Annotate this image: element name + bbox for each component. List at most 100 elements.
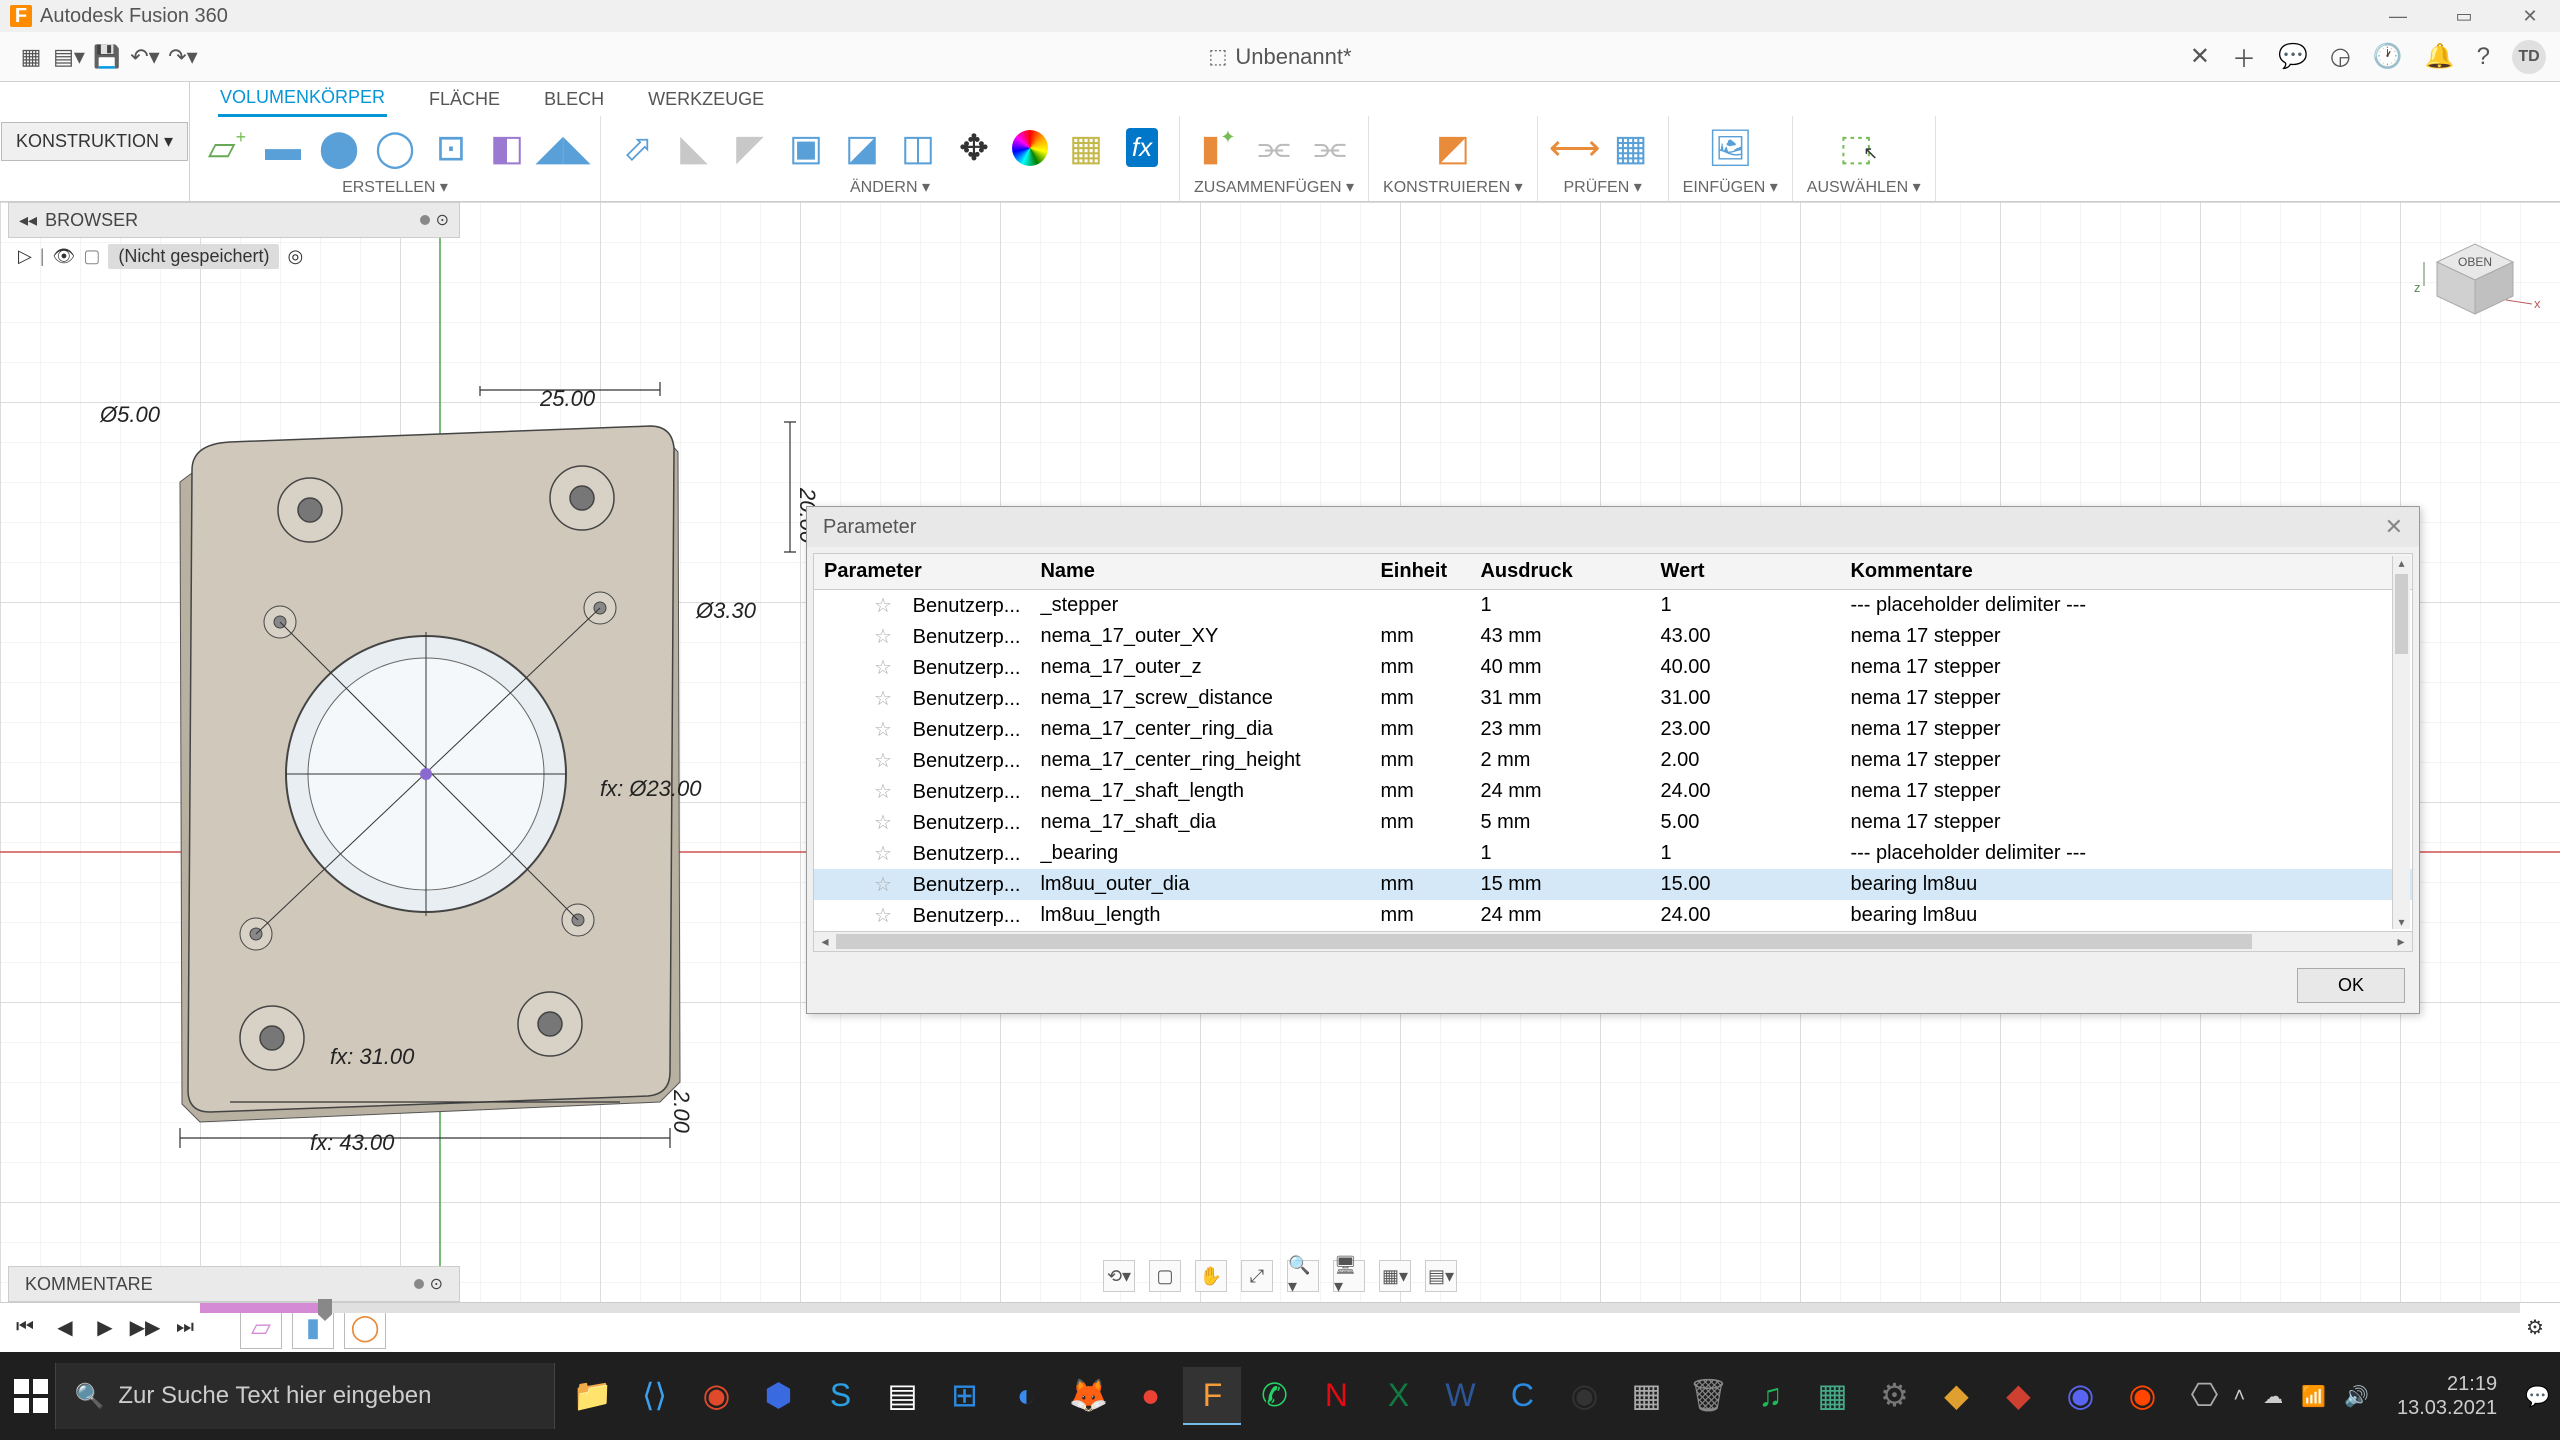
taskbar-app[interactable]: N: [1307, 1367, 1365, 1425]
col-header[interactable]: Wert: [1650, 554, 1840, 590]
table-row[interactable]: ☆ Benutzerp..._stepper11--- placeholder …: [814, 590, 2412, 622]
taskbar-app[interactable]: ⊞: [935, 1367, 993, 1425]
expand-icon[interactable]: ▷: [18, 246, 32, 267]
taskbar-app[interactable]: ▤: [873, 1367, 931, 1425]
timeline-end-icon[interactable]: ⏭: [170, 1313, 200, 1343]
comments-panel[interactable]: KOMMENTARE ⊙: [8, 1266, 460, 1302]
table-row[interactable]: ☆ Benutzerp...nema_17_shaft_lengthmm24 m…: [814, 776, 2412, 807]
apps-grid-icon[interactable]: ▦: [14, 40, 48, 74]
table-row[interactable]: ☆ Benutzerp...nema_17_outer_zmm40 mm40.0…: [814, 652, 2412, 683]
timeline-next-icon[interactable]: ▶▶: [130, 1313, 160, 1343]
taskbar-app[interactable]: ▦: [1803, 1367, 1861, 1425]
taskbar-app[interactable]: ◉: [2113, 1367, 2171, 1425]
look-at-icon[interactable]: ▢: [1149, 1260, 1181, 1292]
taskbar-app[interactable]: ✆: [1245, 1367, 1303, 1425]
timeline-prev-icon[interactable]: ◀: [50, 1313, 80, 1343]
shell-icon[interactable]: ▣: [783, 125, 829, 171]
canvas[interactable]: Ø5.00 25.00 20.00 Ø3.30 fx: Ø23.00 fx: 3…: [0, 202, 2560, 1302]
taskbar-app[interactable]: ◆: [1927, 1367, 1985, 1425]
taskbar-app[interactable]: 🦊: [1059, 1367, 1117, 1425]
move-icon[interactable]: ✥: [951, 125, 997, 171]
parameter-table[interactable]: ParameterNameEinheitAusdruckWertKommenta…: [814, 554, 2412, 931]
close-button[interactable]: ✕: [2510, 6, 2550, 27]
split-icon[interactable]: ◫: [895, 125, 941, 171]
workspace-dropdown[interactable]: KONSTRUKTION ▾: [1, 122, 188, 161]
col-header[interactable]: Name: [1030, 554, 1370, 590]
parameters-table-icon[interactable]: ▦: [1063, 125, 1109, 171]
col-header[interactable]: Ausdruck: [1470, 554, 1650, 590]
maximize-button[interactable]: ▭: [2444, 6, 2484, 27]
taskbar-app[interactable]: ◉: [1555, 1367, 1613, 1425]
taskbar-app[interactable]: ⟨⟩: [625, 1367, 683, 1425]
table-row[interactable]: ☆ Benutzerp..._bearing11--- placeholder …: [814, 838, 2412, 869]
wifi-icon[interactable]: 📶: [2301, 1384, 2326, 1409]
section-icon[interactable]: ▦: [1608, 125, 1654, 171]
construct-plane-icon[interactable]: ◩: [1430, 125, 1476, 171]
coil-icon[interactable]: ◧: [484, 125, 530, 171]
assemble-new-icon[interactable]: ▮✦: [1195, 125, 1241, 171]
tab-tools[interactable]: WERKZEUGE: [646, 83, 766, 116]
extensions-icon[interactable]: ◶: [2330, 42, 2351, 71]
taskbar-app[interactable]: ◉: [2051, 1367, 2109, 1425]
box-icon[interactable]: ▬: [260, 125, 306, 171]
clock-icon[interactable]: 🕐: [2373, 42, 2403, 71]
timeline-play-icon[interactable]: ▶: [90, 1313, 120, 1343]
cylinder-icon[interactable]: ⬤: [316, 125, 362, 171]
display-icon[interactable]: 🖥▾: [1333, 1260, 1365, 1292]
taskbar-app[interactable]: 🗑: [1679, 1367, 1737, 1425]
tray-expand-icon[interactable]: ˄: [2233, 1385, 2245, 1408]
taskbar-app[interactable]: S: [811, 1367, 869, 1425]
search-box[interactable]: 🔍 Zur Suche Text hier eingeben: [55, 1363, 555, 1429]
clock[interactable]: 21:19 13.03.2021: [2387, 1372, 2507, 1420]
timeline-settings-icon[interactable]: ⚙: [2520, 1313, 2550, 1343]
timeline-track[interactable]: [200, 1303, 2520, 1313]
taskbar-app[interactable]: C: [1493, 1367, 1551, 1425]
taskbar-app[interactable]: ♫: [1741, 1367, 1799, 1425]
tab-sheet[interactable]: BLECH: [542, 83, 606, 116]
new-tab-icon[interactable]: ＋: [2232, 39, 2256, 74]
col-header[interactable]: Kommentare: [1840, 554, 2412, 590]
viewports-icon[interactable]: ▤▾: [1425, 1260, 1457, 1292]
fx-icon[interactable]: fx: [1119, 125, 1165, 171]
mirror-icon[interactable]: ◢◣: [540, 125, 586, 171]
browser-pin-icon[interactable]: ⊙: [436, 210, 449, 230]
undo-button[interactable]: ↶▾: [128, 40, 162, 74]
dialog-titlebar[interactable]: Parameter ✕: [807, 507, 2419, 547]
table-row[interactable]: ☆ Benutzerp...nema_17_center_ring_height…: [814, 745, 2412, 776]
table-row[interactable]: ☆ Benutzerp...nema_17_center_ring_diamm2…: [814, 714, 2412, 745]
cloud-icon[interactable]: ☁: [2263, 1384, 2283, 1409]
joint-origin-icon[interactable]: ⫘: [1307, 125, 1353, 171]
select-icon[interactable]: ⬚↖: [1841, 125, 1887, 171]
redo-button[interactable]: ↷▾: [166, 40, 200, 74]
press-pull-icon[interactable]: ⬀: [615, 125, 661, 171]
orbit-icon[interactable]: ⟲▾: [1103, 1260, 1135, 1292]
taskbar-app[interactable]: ▦: [1617, 1367, 1675, 1425]
minimize-button[interactable]: —: [2378, 6, 2418, 27]
torus-icon[interactable]: ⊡: [428, 125, 474, 171]
horizontal-scrollbar[interactable]: ◂▸: [814, 931, 2412, 951]
taskbar-app[interactable]: ◉: [687, 1367, 745, 1425]
chat-icon[interactable]: 💬: [2278, 42, 2308, 71]
eye-icon[interactable]: 👁: [53, 246, 76, 267]
notifications-tray-icon[interactable]: 💬: [2525, 1384, 2550, 1409]
vertical-scrollbar[interactable]: [2395, 574, 2408, 654]
new-sketch-icon[interactable]: ▱+: [204, 125, 250, 171]
appearance-icon[interactable]: [1007, 125, 1053, 171]
joint-icon[interactable]: ⫘: [1251, 125, 1297, 171]
fit-icon[interactable]: 🔍▾: [1287, 1260, 1319, 1292]
timeline-start-icon[interactable]: ⏮: [10, 1313, 40, 1343]
taskbar-app[interactable]: W: [1431, 1367, 1489, 1425]
zoom-icon[interactable]: ⤢: [1241, 1260, 1273, 1292]
table-row[interactable]: ☆ Benutzerp...nema_17_screw_distancemm31…: [814, 683, 2412, 714]
document-tab[interactable]: ⬚ Unbenannt*: [1208, 44, 1351, 70]
table-row[interactable]: ☆ Benutzerp...lm8uu_lengthmm24 mm24.00be…: [814, 900, 2412, 931]
table-row[interactable]: ☆ Benutzerp...lm8uu_outer_diamm15 mm15.0…: [814, 869, 2412, 900]
collapse-icon[interactable]: ◂◂: [19, 210, 37, 231]
help-icon[interactable]: ?: [2477, 43, 2490, 71]
chamfer-icon[interactable]: ◤: [727, 125, 773, 171]
taskbar-app[interactable]: ◐: [997, 1367, 1055, 1425]
target-icon[interactable]: ◎: [287, 246, 303, 267]
col-header[interactable]: Parameter: [814, 554, 1030, 590]
table-row[interactable]: ☆ Benutzerp...nema_17_outer_XYmm43 mm43.…: [814, 621, 2412, 652]
start-button[interactable]: [6, 1361, 55, 1431]
